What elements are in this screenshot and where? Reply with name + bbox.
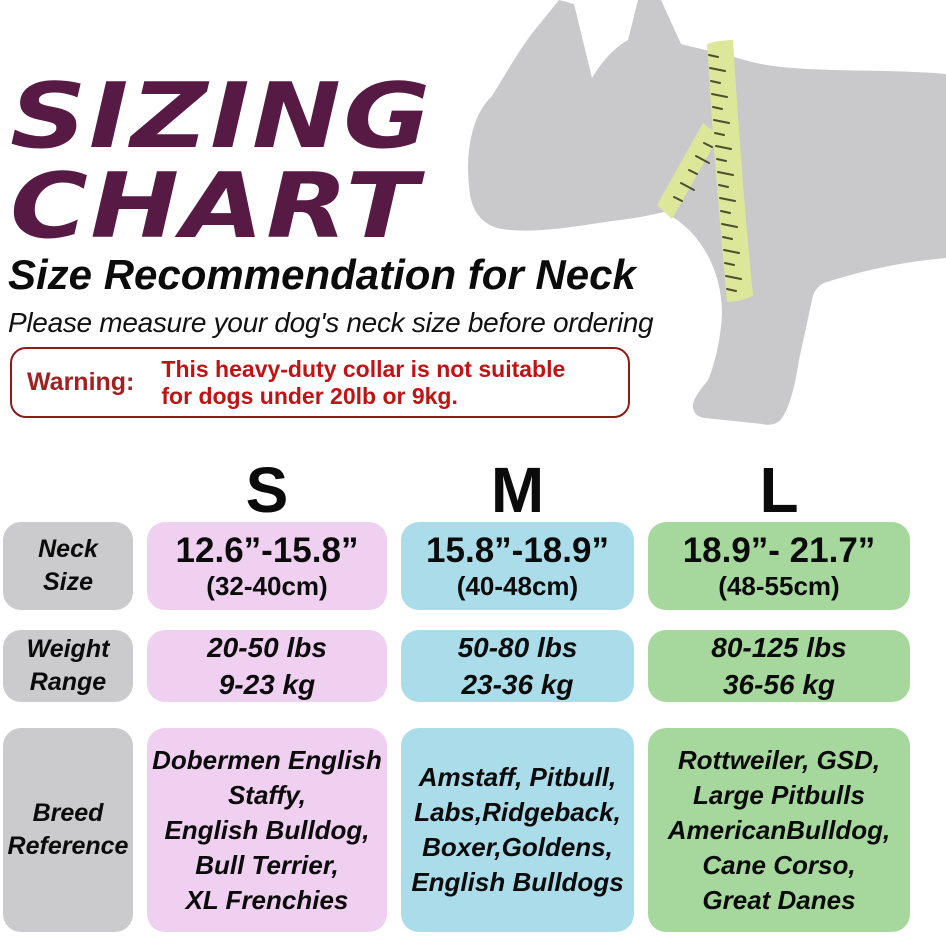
warning-message: This heavy-duty collar is not suitable f… — [161, 356, 566, 409]
page-title-line-1: SIZING — [10, 64, 433, 169]
neck-size-m-inches: 15.8”-18.9” — [426, 531, 609, 570]
cell-neck-size-l: 18.9”- 21.7” (48-55cm) — [648, 522, 910, 610]
measuring-tape-branch — [657, 123, 719, 219]
cell-neck-size-s: 12.6”-15.8” (32-40cm) — [147, 522, 387, 610]
cell-breed-reference-l: Rottweiler, GSD, Large Pitbulls American… — [648, 728, 910, 932]
weight-range-s-value: 20-50 lbs 9-23 kg — [207, 632, 327, 700]
cell-breed-reference-s: Dobermen English Staffy, English Bulldog… — [147, 728, 387, 932]
warning-box: Warning: This heavy-duty collar is not s… — [10, 347, 630, 418]
row-label-breed-reference: Breed Reference — [3, 728, 133, 932]
column-header-l: L — [759, 454, 799, 526]
cell-weight-range-l: 80-125 lbs 36-56 kg — [648, 630, 910, 702]
column-header-m: M — [490, 454, 545, 526]
row-label-weight-range: Weight Range — [3, 630, 133, 702]
warning-label: Warning: — [27, 368, 135, 396]
dog-silhouette-illustration — [468, 0, 946, 425]
subtitle: Size Recommendation for Neck — [8, 251, 636, 298]
column-header-s: S — [245, 454, 289, 526]
cell-neck-size-m: 15.8”-18.9” (40-48cm) — [401, 522, 634, 610]
cell-weight-range-m: 50-80 lbs 23-36 kg — [401, 630, 634, 702]
page-title: SIZING CHART — [10, 72, 433, 252]
neck-size-s-inches: 12.6”-15.8” — [175, 531, 359, 570]
measuring-tape-strip — [707, 40, 753, 302]
size-table: S M L Neck Size 12.6”-15.8” (32-40cm) 15… — [3, 458, 910, 932]
neck-size-s-cm: (32-40cm) — [206, 571, 328, 601]
breed-reference-l-value: Rottweiler, GSD, Large Pitbulls American… — [667, 744, 891, 915]
measure-instruction: Please measure your dog's neck size befo… — [8, 307, 654, 338]
page-title-line-2: CHART — [10, 154, 421, 259]
tape-tick-marks — [673, 54, 742, 292]
row-label-neck-size: Neck Size — [3, 522, 133, 610]
weight-range-l-value: 80-125 lbs 36-56 kg — [711, 632, 847, 700]
neck-size-l-inches: 18.9”- 21.7” — [682, 531, 876, 570]
cell-breed-reference-m: Amstaff, Pitbull, Labs,Ridgeback, Boxer,… — [401, 728, 634, 932]
neck-size-l-cm: (48-55cm) — [718, 571, 840, 601]
cell-weight-range-s: 20-50 lbs 9-23 kg — [147, 630, 387, 702]
dog-body — [468, 0, 946, 425]
breed-reference-m-value: Amstaff, Pitbull, Labs,Ridgeback, Boxer,… — [411, 762, 624, 897]
weight-range-m-value: 50-80 lbs 23-36 kg — [457, 632, 578, 700]
neck-size-m-cm: (40-48cm) — [456, 571, 579, 601]
breed-reference-s-value: Dobermen English Staffy, English Bulldog… — [152, 744, 382, 915]
